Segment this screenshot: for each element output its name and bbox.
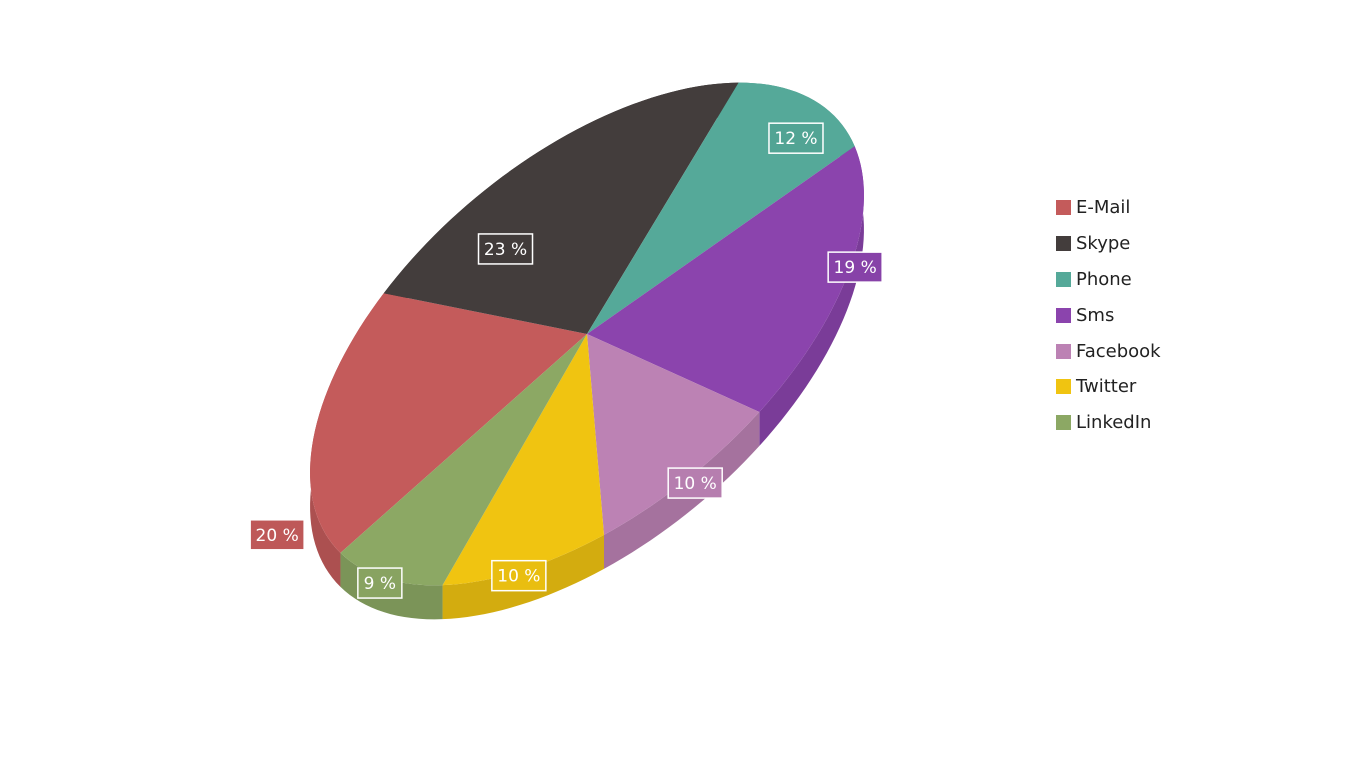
legend-swatch xyxy=(1056,343,1071,359)
pie-slice-e-mail[interactable] xyxy=(310,293,587,553)
data-label-phone: 12 % xyxy=(768,122,824,154)
svg-text:12 %: 12 % xyxy=(774,129,817,149)
legend-label: Phone xyxy=(1076,268,1132,290)
data-label-facebook: 10 % xyxy=(667,467,723,499)
svg-text:10 %: 10 % xyxy=(674,474,717,494)
legend-label: Facebook xyxy=(1076,340,1161,362)
legend-swatch xyxy=(1056,379,1071,395)
svg-text:20 %: 20 % xyxy=(256,526,299,546)
svg-text:23 %: 23 % xyxy=(484,240,527,260)
pie-slice-skype[interactable] xyxy=(383,82,739,335)
data-labels: 20 % 23 % 12 % 19 % 10 % 10 % 9 % xyxy=(249,122,883,599)
pie-slice-twitter[interactable] xyxy=(442,334,604,586)
svg-text:19 %: 19 % xyxy=(834,258,877,278)
legend-swatch xyxy=(1056,307,1071,323)
legend: E-Mail Skype Phone Sms Facebook Twitter Linked… xyxy=(1056,190,1161,441)
legend-label: Sms xyxy=(1076,304,1115,326)
legend-swatch xyxy=(1056,415,1071,431)
data-label-sms: 19 % xyxy=(827,251,883,283)
pie-slice-sms[interactable] xyxy=(587,146,864,413)
legend-item-facebook[interactable]: Facebook xyxy=(1056,333,1161,369)
legend-item-phone[interactable]: Phone xyxy=(1056,262,1161,298)
legend-label: LinkedIn xyxy=(1076,412,1152,434)
legend-swatch xyxy=(1056,200,1071,216)
data-label-skype: 23 % xyxy=(477,233,534,265)
svg-text:10 %: 10 % xyxy=(497,567,540,587)
pie-side-sms xyxy=(759,146,864,447)
legend-label: E-Mail xyxy=(1076,197,1131,219)
data-label-twitter: 10 % xyxy=(491,559,547,592)
legend-item-linkedin[interactable]: LinkedIn xyxy=(1056,405,1161,441)
data-label-linkedin: 9 % xyxy=(357,567,403,599)
legend-swatch xyxy=(1056,236,1071,252)
legend-item-e-mail[interactable]: E-Mail xyxy=(1056,190,1161,226)
pie-slice-linkedin[interactable] xyxy=(340,334,587,586)
legend-label: Skype xyxy=(1076,233,1131,255)
legend-swatch xyxy=(1056,271,1071,287)
data-label-e-mail: 20 % xyxy=(249,519,305,551)
legend-label: Twitter xyxy=(1076,376,1137,398)
legend-item-sms[interactable]: Sms xyxy=(1056,297,1161,333)
legend-item-twitter[interactable]: Twitter xyxy=(1056,369,1161,405)
pie-slices xyxy=(310,82,864,586)
legend-item-skype[interactable]: Skype xyxy=(1056,226,1161,262)
svg-text:9 %: 9 % xyxy=(364,574,396,594)
pie-slice-facebook[interactable] xyxy=(587,334,760,535)
